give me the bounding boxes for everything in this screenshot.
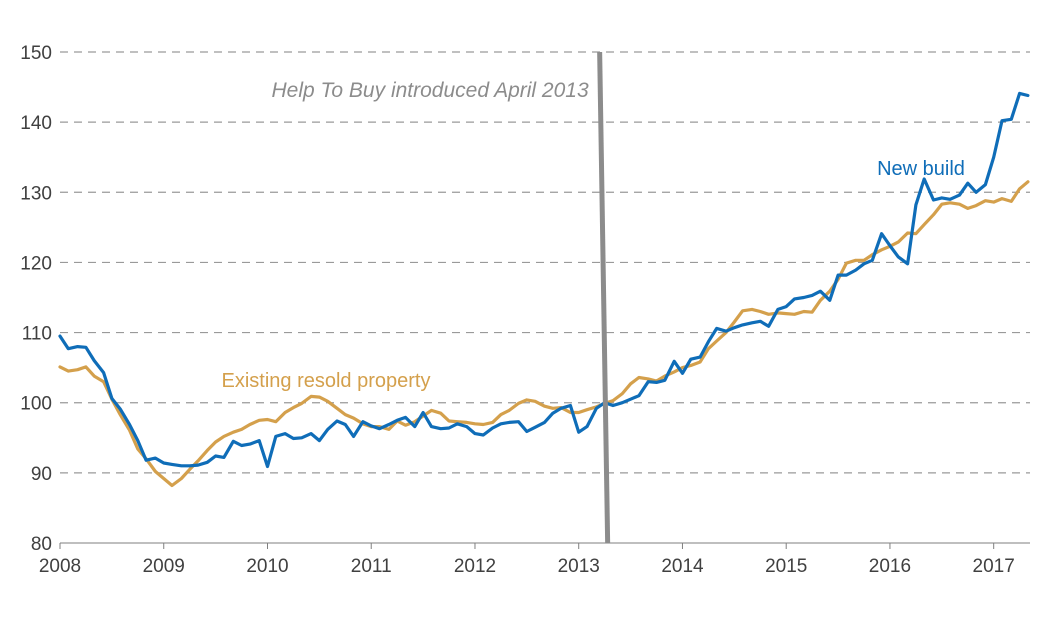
x-tick-label-2017: 2017 [973,556,1015,577]
series-label-new-build: New build [877,158,965,180]
y-tick-label-90: 90 [31,464,52,485]
y-tick-label-120: 120 [20,253,52,274]
y-tick-label-100: 100 [20,394,52,415]
y-tick-label-110: 110 [22,324,52,345]
x-tick-label-2016: 2016 [869,556,911,577]
x-tick-label-2011: 2011 [351,556,392,577]
y-tick-label-130: 130 [20,183,52,204]
x-tick-label-2013: 2013 [558,556,600,577]
series-lines [58,91,1030,488]
series-label-existing-resold: Existing resold property [222,370,431,392]
y-tick-label-150: 150 [20,43,52,64]
y-tick-label-140: 140 [20,113,52,134]
x-tick-label-2012: 2012 [454,556,496,577]
x-tick-label-2014: 2014 [661,556,704,577]
y-axis-tick-labels: 80 90 100 110 120 130 140 150 [20,43,52,555]
x-tick-label-2009: 2009 [143,556,185,577]
help-to-buy-annotation: Help To Buy introduced April 2013 [271,79,588,102]
help-to-buy-marker-line [597,51,611,544]
y-tick-label-80: 80 [31,534,52,555]
x-axis-tick-labels: 2008 2009 2010 2011 2012 2013 2014 2015 2016 2017 [39,556,1015,577]
x-axis-tick-marks [59,543,995,549]
series-line-new-build [58,91,1030,469]
x-tick-label-2008: 2008 [39,556,81,577]
x-tick-label-2010: 2010 [246,556,288,577]
x-tick-label-2015: 2015 [765,556,807,577]
series-line-existing-resold-property [58,180,1030,488]
gridlines [60,51,1030,474]
